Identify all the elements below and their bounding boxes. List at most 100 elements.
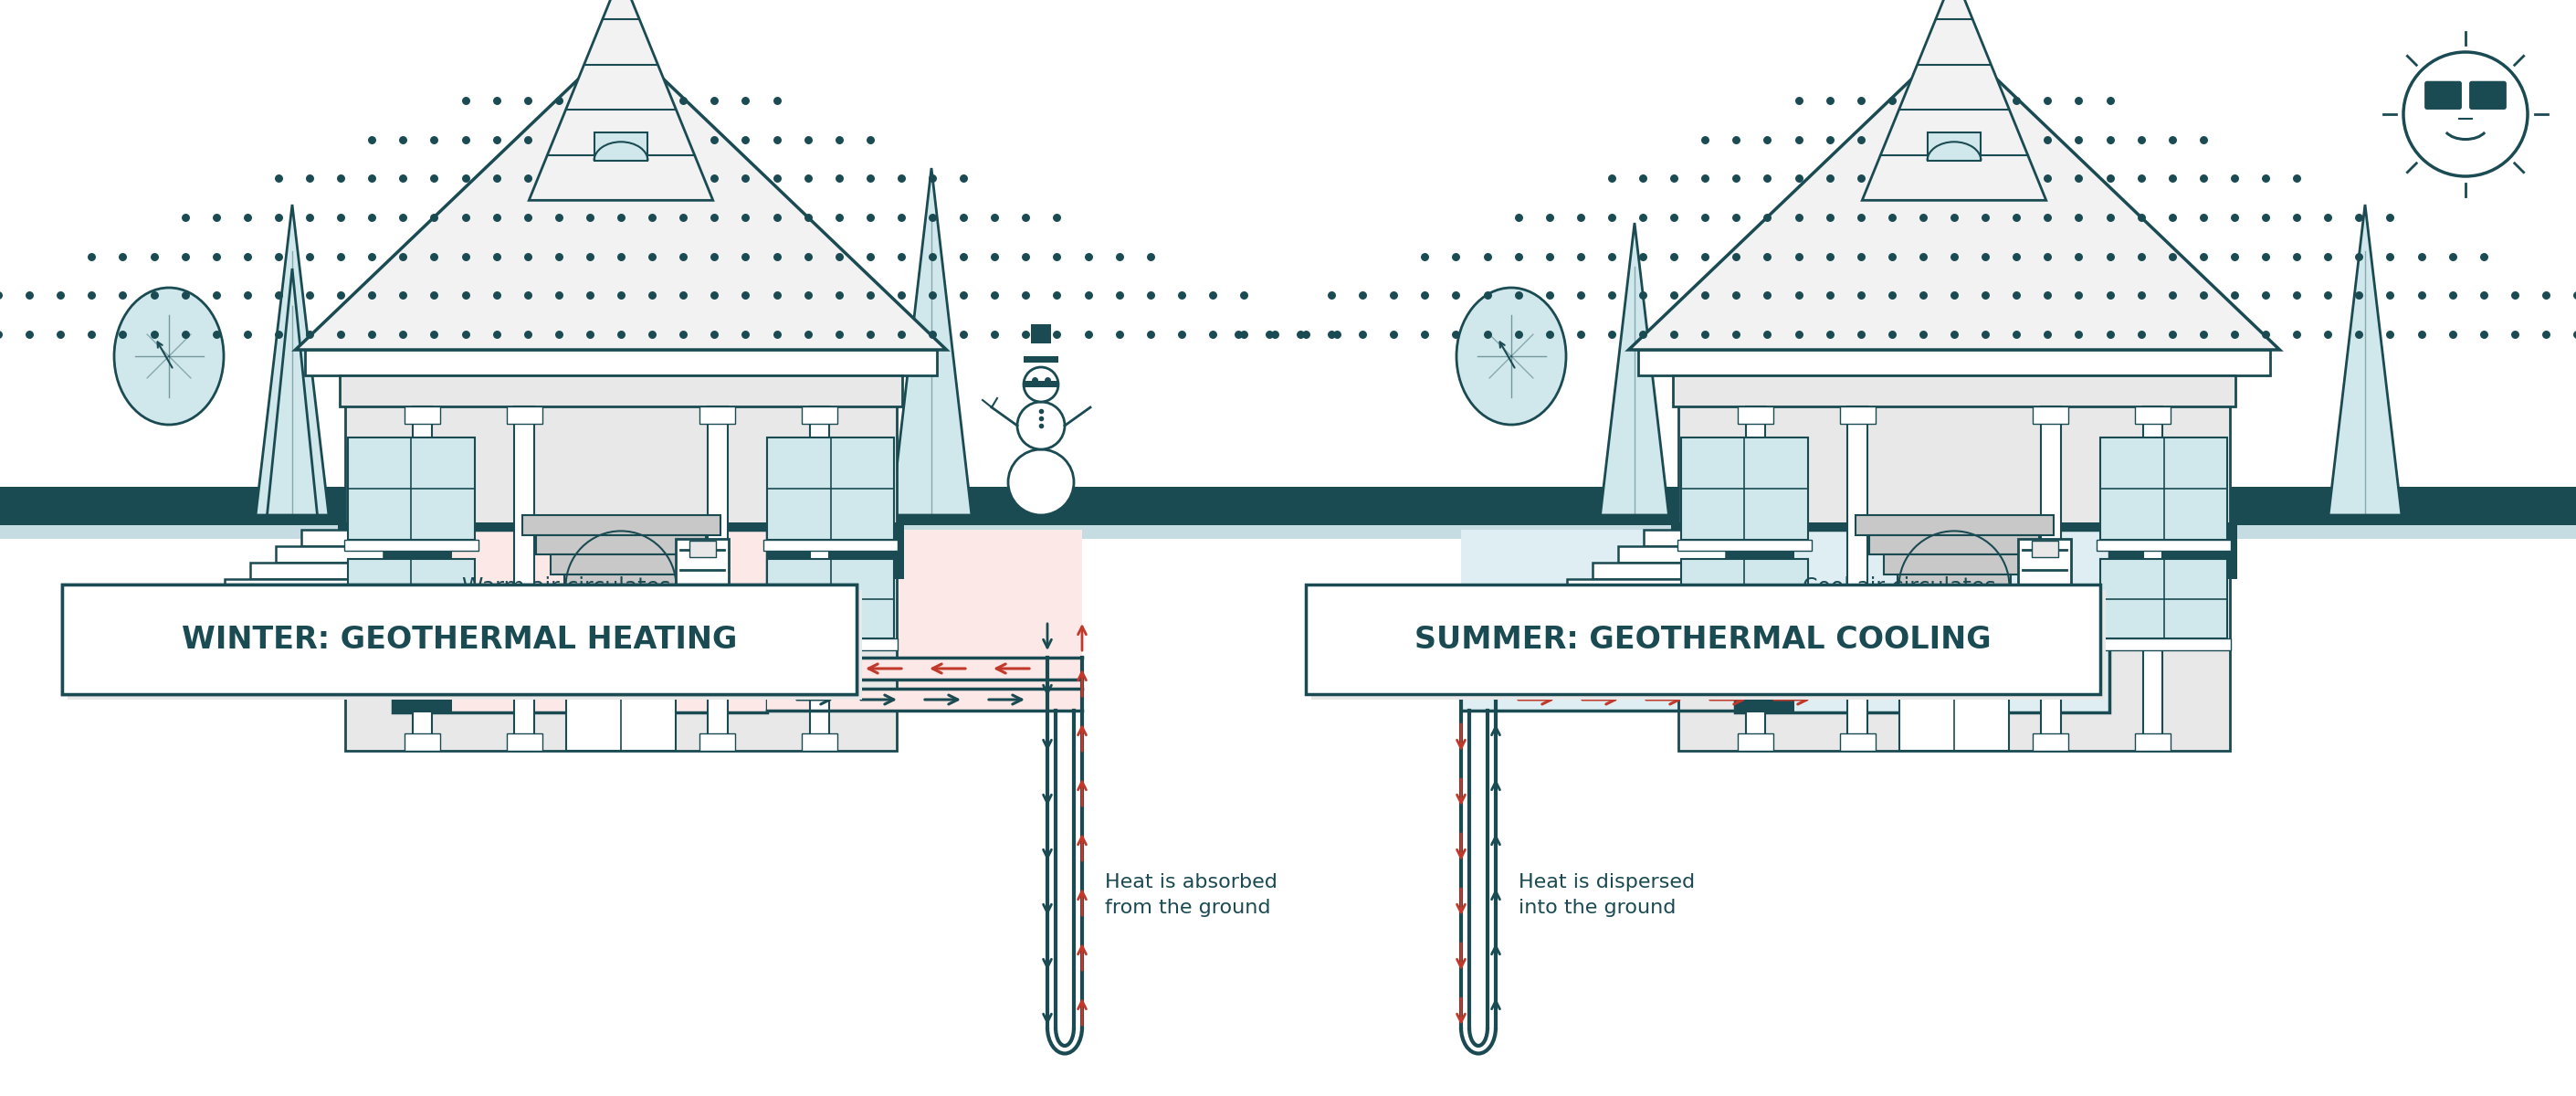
Bar bbox=[768, 559, 894, 639]
Bar bbox=[67, 590, 863, 699]
Bar bbox=[1023, 381, 1059, 387]
Bar bbox=[688, 540, 716, 557]
Bar bbox=[2032, 733, 2069, 751]
Bar bbox=[1677, 375, 2231, 751]
Bar bbox=[1680, 437, 1808, 539]
Circle shape bbox=[1018, 402, 1064, 449]
Polygon shape bbox=[268, 269, 317, 515]
Polygon shape bbox=[1600, 222, 1669, 515]
Bar bbox=[337, 523, 904, 579]
Bar bbox=[2032, 540, 2058, 557]
Bar bbox=[392, 529, 451, 712]
Ellipse shape bbox=[113, 287, 224, 424]
Bar bbox=[1747, 407, 1765, 751]
Bar bbox=[1306, 584, 2099, 694]
Bar bbox=[1592, 562, 1726, 579]
Bar bbox=[1504, 356, 1520, 397]
Bar bbox=[1839, 733, 1875, 751]
Bar bbox=[62, 584, 858, 694]
Text: Cool air circulates
throughout the
home: Cool air circulates throughout the home bbox=[1803, 575, 1996, 659]
Polygon shape bbox=[1862, 0, 2045, 201]
Polygon shape bbox=[891, 168, 971, 515]
Bar bbox=[2032, 407, 2069, 423]
Circle shape bbox=[1007, 449, 1074, 515]
Bar bbox=[412, 407, 433, 751]
Bar bbox=[348, 437, 474, 539]
Circle shape bbox=[1023, 367, 1059, 402]
Bar bbox=[2099, 559, 2228, 639]
Bar bbox=[1672, 375, 2236, 407]
Polygon shape bbox=[528, 0, 714, 201]
Bar bbox=[1030, 324, 1051, 343]
Bar bbox=[1839, 407, 1875, 423]
Bar bbox=[1739, 733, 1772, 751]
Bar bbox=[1927, 133, 1981, 161]
Text: Heat is absorbed
from the ground: Heat is absorbed from the ground bbox=[1105, 874, 1278, 917]
Bar bbox=[1680, 559, 1808, 639]
Text: SUMMER: GEOTHERMAL COOLING: SUMMER: GEOTHERMAL COOLING bbox=[1414, 625, 1991, 654]
Bar bbox=[595, 133, 647, 161]
FancyBboxPatch shape bbox=[2470, 82, 2506, 109]
Bar bbox=[1618, 546, 1726, 562]
Bar bbox=[198, 595, 384, 612]
Bar bbox=[404, 733, 440, 751]
Bar bbox=[1847, 407, 1868, 751]
Ellipse shape bbox=[1455, 287, 1566, 424]
Bar bbox=[1870, 535, 2040, 555]
Polygon shape bbox=[255, 205, 330, 515]
Bar bbox=[301, 529, 384, 546]
Bar bbox=[701, 407, 734, 423]
Bar bbox=[345, 375, 896, 751]
Bar bbox=[340, 375, 902, 407]
Bar bbox=[1540, 595, 1726, 612]
Bar bbox=[564, 574, 677, 594]
Bar bbox=[1566, 579, 1726, 595]
Bar bbox=[768, 688, 1082, 710]
Bar bbox=[348, 559, 474, 639]
Bar bbox=[62, 584, 858, 694]
FancyBboxPatch shape bbox=[2424, 82, 2460, 109]
Bar bbox=[2099, 437, 2228, 539]
Bar bbox=[768, 529, 1082, 712]
Bar bbox=[1899, 586, 2009, 751]
Bar bbox=[276, 546, 384, 562]
Bar bbox=[404, 407, 440, 423]
Bar bbox=[343, 639, 479, 650]
Bar bbox=[2136, 407, 2172, 423]
Bar bbox=[551, 555, 693, 574]
Bar bbox=[0, 506, 2576, 539]
Bar bbox=[515, 407, 533, 751]
Bar bbox=[762, 539, 899, 551]
Bar bbox=[1883, 555, 2025, 574]
Bar bbox=[507, 733, 541, 751]
Bar bbox=[675, 676, 729, 694]
Bar bbox=[0, 487, 2576, 525]
Bar bbox=[708, 407, 726, 751]
Bar bbox=[1677, 539, 1811, 551]
Bar bbox=[523, 515, 721, 535]
Text: Warm air circulates
throughout the
home: Warm air circulates throughout the home bbox=[461, 575, 670, 659]
Bar bbox=[567, 586, 675, 751]
Bar bbox=[1643, 529, 1726, 546]
Bar bbox=[507, 407, 541, 423]
Bar bbox=[536, 535, 706, 555]
Bar bbox=[1899, 574, 2012, 594]
Bar bbox=[1739, 407, 1772, 423]
Bar bbox=[1461, 529, 1736, 712]
Bar bbox=[2040, 407, 2061, 751]
Bar bbox=[2017, 676, 2071, 694]
Bar bbox=[392, 529, 768, 712]
Bar bbox=[2097, 639, 2231, 650]
Text: WINTER: GEOTHERMAL HEATING: WINTER: GEOTHERMAL HEATING bbox=[180, 625, 737, 654]
Bar bbox=[762, 639, 899, 650]
Bar bbox=[2017, 539, 2071, 694]
Bar bbox=[675, 539, 729, 694]
Bar bbox=[343, 539, 479, 551]
Bar bbox=[224, 579, 384, 595]
Bar bbox=[1023, 356, 1059, 363]
Polygon shape bbox=[2329, 205, 2401, 515]
Text: Heat is dispersed
into the ground: Heat is dispersed into the ground bbox=[1520, 874, 1695, 917]
Bar bbox=[1672, 523, 2236, 579]
Bar bbox=[1677, 639, 1811, 650]
Bar bbox=[1638, 350, 2269, 375]
